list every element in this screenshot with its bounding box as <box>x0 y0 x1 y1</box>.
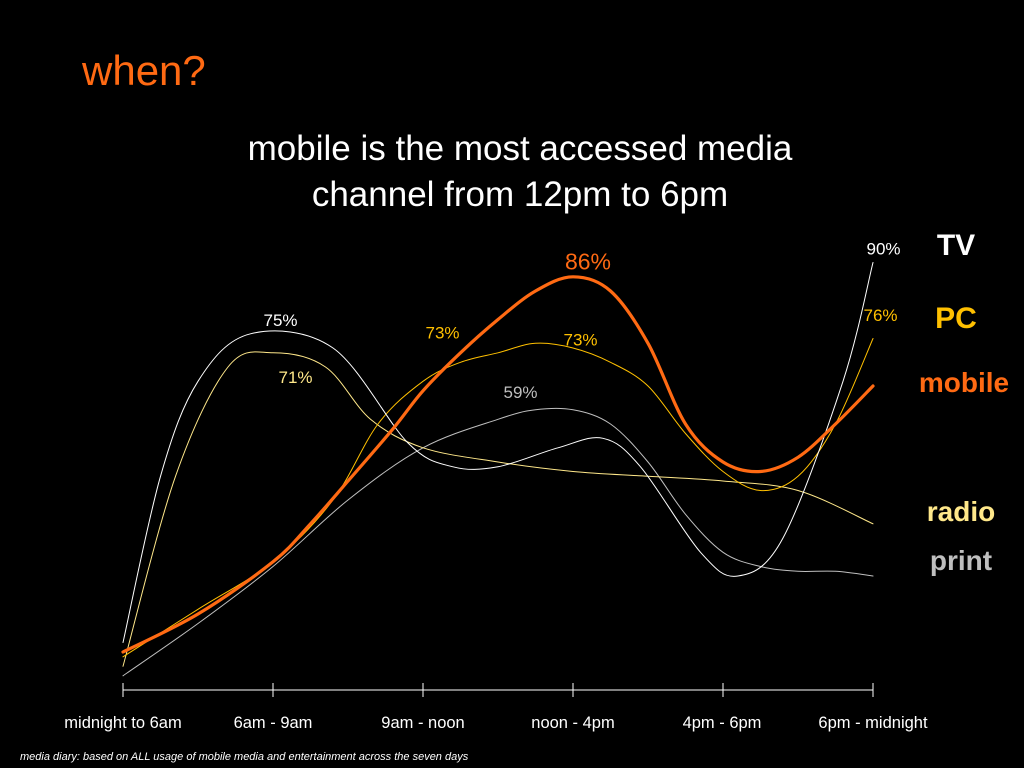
legend-label-mobile: mobile <box>919 367 1009 398</box>
legend-label-pc: PC <box>935 302 977 335</box>
value-label: 59% <box>503 383 537 402</box>
x-tick-label: midnight to 6am <box>64 714 181 732</box>
series-line-pc <box>122 338 874 658</box>
series-line-mobile <box>121 275 875 654</box>
x-tick-label: 6am - 9am <box>234 714 313 732</box>
value-label: 73% <box>563 330 597 349</box>
series-line-radio <box>122 351 874 667</box>
value-label: 90% <box>866 240 900 259</box>
x-tick-label: 4pm - 6pm <box>683 714 762 732</box>
headline: mobile is the most accessed media channe… <box>140 126 900 218</box>
headline-line-1: mobile is the most accessed media <box>247 129 793 168</box>
footnote: media diary: based on ALL usage of mobil… <box>20 751 469 763</box>
slide-title: when? <box>82 47 206 94</box>
legend-label-radio: radio <box>927 496 995 527</box>
value-label: 73% <box>425 323 459 342</box>
value-label: 75% <box>263 311 297 330</box>
x-tick-label: 9am - noon <box>381 714 464 732</box>
x-tick-label: 6pm - midnight <box>818 714 928 732</box>
value-label: 71% <box>278 368 312 387</box>
value-label: 86% <box>565 249 611 275</box>
headline-line-2: channel from 12pm to 6pm <box>311 175 729 214</box>
series-line-print <box>122 407 874 677</box>
legend-label-print: print <box>930 545 992 576</box>
legend-label-tv: TV <box>937 229 975 262</box>
x-tick-label: noon - 4pm <box>531 714 614 732</box>
series-line-tv <box>122 262 874 643</box>
value-label: 76% <box>863 306 897 325</box>
